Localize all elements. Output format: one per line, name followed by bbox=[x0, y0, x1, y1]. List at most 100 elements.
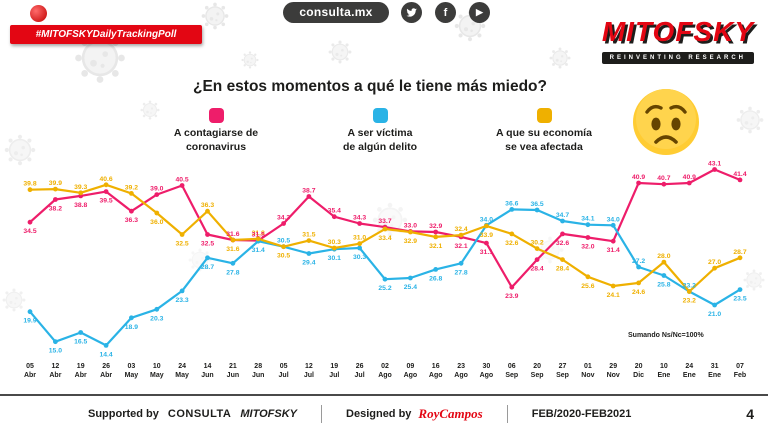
data-point bbox=[433, 267, 439, 272]
value-label: 38.8 bbox=[74, 202, 87, 209]
value-label: 32.0 bbox=[581, 244, 594, 251]
data-point bbox=[509, 284, 515, 290]
value-label: 31.6 bbox=[226, 231, 239, 238]
x-axis-label: 31 bbox=[711, 363, 719, 370]
facebook-icon[interactable]: f bbox=[435, 2, 456, 23]
value-label: 15.0 bbox=[49, 348, 62, 355]
x-axis-label: Nov bbox=[581, 372, 594, 379]
x-axis-label: Abr bbox=[100, 372, 112, 379]
value-label: 31.4 bbox=[607, 247, 620, 254]
data-point bbox=[534, 257, 540, 262]
value-label: 36.3 bbox=[201, 202, 214, 209]
data-point bbox=[712, 265, 717, 271]
data-point bbox=[27, 309, 33, 315]
x-axis-label: Abr bbox=[75, 372, 87, 379]
x-axis-label: Dic bbox=[633, 372, 644, 379]
value-label: 38.2 bbox=[49, 206, 62, 213]
page-number: 4 bbox=[746, 406, 754, 422]
mitofsky-logo: MITOFSKY REINVENTING RESEARCH bbox=[601, 18, 754, 64]
value-label: 19.9 bbox=[23, 318, 36, 325]
data-point bbox=[585, 235, 591, 240]
consulta-site-badge[interactable]: consulta.mx bbox=[283, 2, 389, 23]
data-point bbox=[281, 221, 286, 226]
data-point bbox=[686, 289, 692, 294]
x-axis-label: Abr bbox=[24, 372, 36, 379]
twitter-icon[interactable] bbox=[401, 2, 422, 23]
value-label: 31.4 bbox=[252, 247, 265, 254]
social-links: f ▶ bbox=[401, 2, 490, 23]
value-label: 36.5 bbox=[530, 201, 543, 208]
value-label: 33.9 bbox=[480, 232, 493, 239]
x-axis-label: Jun bbox=[252, 372, 264, 379]
value-label: 41.4 bbox=[733, 171, 746, 178]
data-point bbox=[78, 330, 84, 335]
x-axis-label: May bbox=[175, 372, 189, 379]
data-point bbox=[433, 229, 439, 235]
value-label: 32.6 bbox=[505, 240, 518, 247]
data-point bbox=[636, 180, 641, 186]
x-axis-label: 10 bbox=[153, 363, 161, 370]
value-label: 28.0 bbox=[657, 253, 670, 260]
value-label: 16.5 bbox=[74, 339, 87, 346]
data-point bbox=[53, 186, 58, 192]
value-label: 43.1 bbox=[708, 161, 721, 168]
x-axis-label: Jul bbox=[304, 372, 314, 379]
data-point bbox=[306, 251, 312, 256]
value-label: 33.7 bbox=[378, 218, 391, 225]
data-point bbox=[53, 339, 58, 345]
x-axis-label: Ago bbox=[404, 372, 418, 379]
value-label: 35.4 bbox=[328, 208, 341, 215]
x-axis-label: 03 bbox=[128, 363, 136, 370]
value-label: 34.0 bbox=[607, 216, 620, 223]
value-label: 28.7 bbox=[201, 264, 214, 271]
data-point bbox=[357, 245, 362, 251]
data-point bbox=[103, 182, 109, 188]
data-point bbox=[686, 180, 692, 186]
x-axis-label: Sep bbox=[556, 372, 569, 379]
footer-divider bbox=[506, 405, 508, 423]
x-axis-label: 05 bbox=[26, 363, 34, 370]
x-axis-label: 24 bbox=[178, 363, 186, 370]
value-label: 23.3 bbox=[175, 297, 188, 304]
value-label: 29.4 bbox=[302, 260, 315, 267]
data-point bbox=[560, 257, 565, 262]
data-point bbox=[129, 315, 134, 321]
data-point bbox=[382, 276, 388, 282]
x-axis-label: 16 bbox=[432, 363, 440, 370]
value-label: 39.8 bbox=[23, 181, 36, 188]
data-point bbox=[737, 287, 743, 292]
x-axis-label: 20 bbox=[533, 363, 541, 370]
x-axis-label: 05 bbox=[280, 363, 288, 370]
x-axis-label: Jul bbox=[355, 372, 365, 379]
legend-item-coronavirus: A contagiarse de coronavirus bbox=[140, 108, 292, 154]
x-axis-label: Ago bbox=[480, 372, 494, 379]
x-axis-label: Sep bbox=[531, 372, 544, 379]
legend-swatch-blue bbox=[372, 108, 388, 123]
x-axis-label: 24 bbox=[685, 363, 693, 370]
x-axis-label: 14 bbox=[204, 363, 212, 370]
red-ball-decoration bbox=[30, 5, 47, 22]
data-point bbox=[357, 241, 362, 247]
legend: A contagiarse de coronavirus A ser víctim… bbox=[140, 108, 620, 154]
data-point bbox=[610, 283, 616, 289]
value-label: 25.2 bbox=[378, 285, 391, 292]
data-point bbox=[205, 255, 210, 261]
data-point bbox=[661, 181, 667, 187]
value-label: 23.2 bbox=[683, 298, 696, 305]
data-point bbox=[205, 232, 210, 237]
value-label: 20.3 bbox=[150, 315, 163, 322]
value-label: 39.3 bbox=[74, 184, 87, 191]
x-axis-label: 26 bbox=[356, 363, 364, 370]
youtube-icon[interactable]: ▶ bbox=[469, 2, 490, 23]
value-label: 40.9 bbox=[632, 174, 645, 181]
data-point bbox=[737, 177, 743, 183]
value-label: 31.8 bbox=[252, 230, 265, 237]
x-axis-label: 02 bbox=[381, 363, 389, 370]
legend-swatch-yellow bbox=[536, 108, 552, 123]
footer-bar: Supported by CONSULTA MITOFSKY Designed … bbox=[0, 394, 768, 432]
data-point bbox=[154, 192, 160, 197]
x-axis-label: May bbox=[150, 372, 164, 379]
data-point bbox=[179, 288, 185, 294]
value-label: 34.7 bbox=[556, 212, 569, 219]
